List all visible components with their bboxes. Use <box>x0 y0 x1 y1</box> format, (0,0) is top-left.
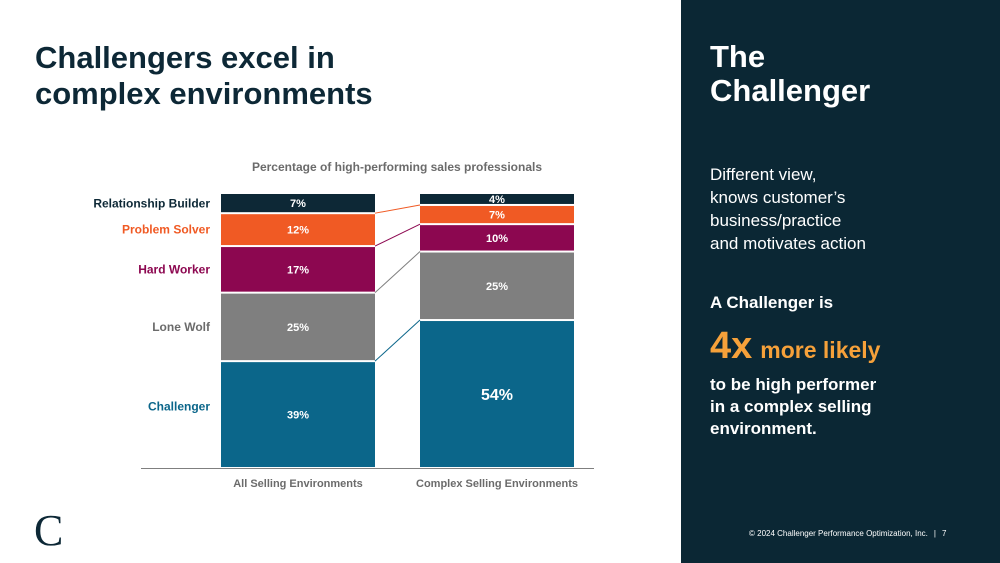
bar-segment-hard-worker-all-selling-environments <box>221 247 375 292</box>
data-label-relationship-builder-all-selling-environments: 7% <box>290 198 306 210</box>
bar-segment-problem-solver-all-selling-environments <box>221 214 375 246</box>
chart-subtitle: Percentage of high-performing sales prof… <box>252 160 542 174</box>
bar-segment-lone-wolf-complex-selling-environments <box>420 252 574 320</box>
bar-segment-lone-wolf-all-selling-environments <box>221 293 375 361</box>
panel-lead-text: A Challenger is <box>710 293 834 312</box>
panel-description: Different view, knows customer’s busines… <box>710 165 866 253</box>
copyright-text: © 2024 Challenger Performance Optimizati… <box>749 529 928 538</box>
bar-segment-problem-solver-complex-selling-environments <box>420 205 574 224</box>
legend-label-problem-solver: Problem Solver <box>122 223 210 237</box>
data-label-challenger-all-selling-environments: 39% <box>287 410 309 422</box>
bar-segment-relationship-builder-complex-selling-environments <box>420 194 574 204</box>
connector-line-hard-worker <box>374 223 421 247</box>
data-label-hard-worker-all-selling-environments: 17% <box>287 264 309 276</box>
data-label-lone-wolf-all-selling-environments: 25% <box>287 322 309 334</box>
legend-label-challenger: Challenger <box>148 400 210 414</box>
slide-title: Challengers excel in complex environment… <box>35 40 373 111</box>
bar-segment-relationship-builder-all-selling-environments <box>221 194 375 213</box>
category-label-all-selling-environments: All Selling Environments <box>233 478 363 490</box>
data-label-hard-worker-complex-selling-environments: 10% <box>486 233 508 245</box>
connector-line-problem-solver <box>374 204 421 214</box>
data-label-challenger-complex-selling-environments: 54% <box>481 387 513 404</box>
challenger-logo-icon: C <box>34 506 64 555</box>
data-label-lone-wolf-complex-selling-environments: 25% <box>486 281 508 293</box>
bar-segment-challenger-complex-selling-environments <box>420 321 574 467</box>
connector-line-challenger <box>374 319 421 362</box>
data-label-problem-solver-all-selling-environments: 12% <box>287 225 309 237</box>
challenger-panel: The Challenger Different view, knows cus… <box>681 0 1000 563</box>
page-number: 7 <box>941 529 947 538</box>
legend-label-hard-worker: Hard Worker <box>138 262 210 276</box>
panel-title: The Challenger <box>710 39 871 108</box>
category-label-complex-selling-environments: Complex Selling Environments <box>416 478 578 490</box>
panel-tail-text: to be high performer in a complex sellin… <box>710 375 877 438</box>
data-label-relationship-builder-complex-selling-environments: 4% <box>489 194 505 206</box>
legend-label-relationship-builder: Relationship Builder <box>93 197 210 211</box>
legend-label-lone-wolf: Lone Wolf <box>152 320 211 334</box>
data-label-problem-solver-complex-selling-environments: 7% <box>489 210 505 222</box>
bar-segment-hard-worker-complex-selling-environments <box>420 225 574 251</box>
connector-line-lone-wolf <box>374 251 421 294</box>
stat-number: 4x <box>710 325 753 367</box>
stat-suffix: more likely <box>760 337 881 363</box>
panel-stat: 4x more likely <box>710 322 880 370</box>
footer-separator: | <box>933 529 936 538</box>
bar-segment-challenger-all-selling-environments <box>221 362 375 467</box>
stacked-bar-chart: Percentage of high-performing sales prof… <box>93 160 594 490</box>
footer: © 2024 Challenger Performance Optimizati… <box>749 529 946 539</box>
